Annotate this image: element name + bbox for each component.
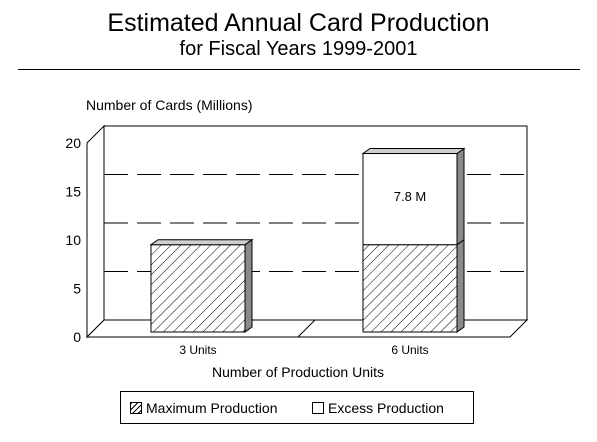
x-tick-label: 6 Units xyxy=(391,343,428,357)
floor-divider xyxy=(297,319,316,338)
y-tick-label: 0 xyxy=(73,329,81,345)
x-tick-label: 3 Units xyxy=(179,343,216,357)
empty-swatch-icon xyxy=(312,401,324,414)
chart-subtitle: for Fiscal Years 1999-2001 xyxy=(179,38,418,60)
y-tick-label: 5 xyxy=(73,281,81,297)
legend-label-excess: Excess Production xyxy=(328,399,444,416)
bar-excess xyxy=(362,153,458,246)
legend-item-maximum: Maximum Production xyxy=(130,392,278,423)
side-wall xyxy=(86,124,105,339)
bar-top xyxy=(149,239,254,246)
bar-data-label: 7.8 M xyxy=(394,189,427,204)
bar-side xyxy=(244,238,253,333)
bar-side xyxy=(456,238,465,333)
hatched-swatch-icon xyxy=(130,401,142,414)
bar-maximum xyxy=(150,244,246,333)
bar-maximum xyxy=(362,244,458,333)
title-divider xyxy=(18,69,580,70)
chart-title: Estimated Annual Card Production xyxy=(107,9,490,37)
legend: Maximum Production Excess Production xyxy=(120,391,474,424)
x-axis-label: Number of Production Units xyxy=(212,364,384,380)
y-tick-label: 15 xyxy=(65,184,81,200)
bar-side xyxy=(456,147,465,246)
y-tick-label: 20 xyxy=(65,135,81,151)
y-axis-label: Number of Cards (Millions) xyxy=(86,97,252,113)
bar-top xyxy=(361,148,466,155)
legend-label-maximum: Maximum Production xyxy=(146,399,278,416)
y-tick-label: 10 xyxy=(65,232,81,248)
legend-item-excess: Excess Production xyxy=(312,392,444,423)
